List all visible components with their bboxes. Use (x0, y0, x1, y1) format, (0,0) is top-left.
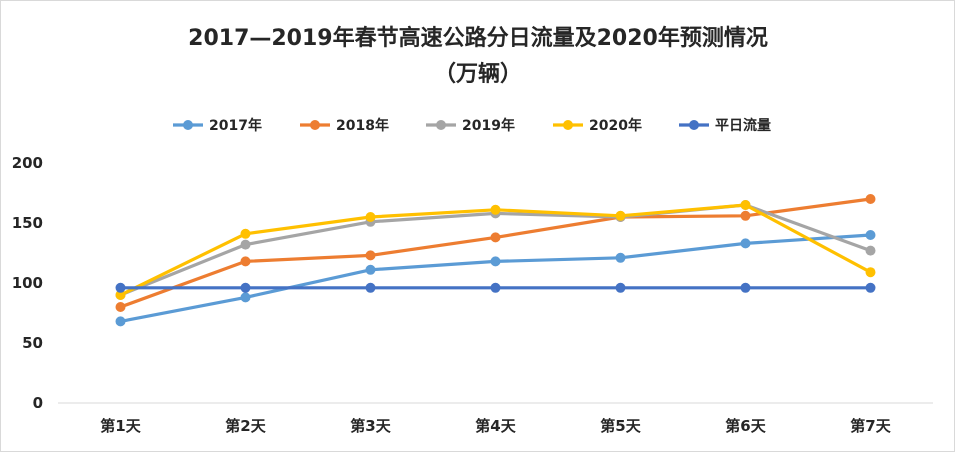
legend: 2017年 2018年 2019年 2020年 平日流量 (173, 117, 771, 134)
data-point (240, 282, 251, 293)
data-point (865, 245, 876, 256)
data-point (615, 282, 626, 293)
data-point (865, 282, 876, 293)
series-5 (115, 282, 876, 293)
series-1 (115, 230, 876, 327)
data-point (490, 204, 501, 215)
legend-item: 2017年 (173, 117, 262, 134)
data-point (615, 210, 626, 221)
chart-subtitle: （万辆） (434, 61, 522, 87)
data-point (865, 230, 876, 240)
x-tick-label: 第6天 (725, 417, 766, 435)
y-tick-label: 50 (22, 334, 43, 352)
x-tick-label: 第2天 (225, 417, 266, 435)
legend-label: 2017年 (209, 117, 262, 134)
data-point (740, 210, 751, 221)
x-tick-label: 第4天 (475, 417, 516, 435)
data-point (365, 282, 376, 293)
data-point (240, 256, 251, 267)
x-tick-label: 第5天 (600, 417, 641, 435)
data-point (115, 282, 126, 293)
legend-label: 平日流量 (715, 117, 771, 134)
series-4 (115, 200, 876, 300)
legend-item: 2020年 (553, 117, 642, 134)
data-point (615, 252, 626, 263)
legend-swatch-marker (183, 120, 193, 130)
legend-label: 2018年 (336, 117, 389, 134)
x-axis: 第1天 第2天 第3天 第4天 第5天 第6天 第7天 (58, 402, 933, 435)
data-point (865, 267, 876, 278)
legend-swatch-marker (436, 120, 446, 130)
legend-label: 2019年 (462, 117, 515, 134)
y-tick-label: 100 (12, 274, 43, 292)
x-tick-label: 第7天 (850, 417, 891, 435)
data-point (365, 250, 376, 261)
legend-item: 2019年 (426, 117, 515, 134)
legend-swatch-marker (689, 120, 699, 130)
legend-swatch-marker (563, 120, 573, 130)
data-point (490, 232, 501, 243)
plot-area (115, 194, 876, 327)
data-point (740, 238, 751, 249)
data-point (240, 239, 251, 250)
x-tick-label: 第3天 (350, 417, 391, 435)
legend-label: 2020年 (589, 117, 642, 134)
data-point (240, 228, 251, 239)
data-point (365, 264, 376, 275)
chart-title: 2017—2019年春节高速公路分日流量及2020年预测情况 (188, 25, 768, 51)
y-tick-label: 200 (12, 154, 43, 172)
series-2 (115, 194, 876, 312)
y-tick-label: 0 (33, 394, 43, 412)
data-point (115, 316, 126, 327)
data-point (365, 212, 376, 222)
legend-item: 2018年 (300, 117, 389, 134)
data-point (115, 290, 126, 300)
series-line (118, 203, 873, 297)
data-point (865, 194, 876, 204)
data-point (740, 200, 751, 210)
y-tick-label: 150 (12, 214, 43, 232)
legend-swatch-marker (310, 120, 320, 130)
data-point (490, 282, 501, 293)
data-point (490, 256, 501, 267)
data-point (240, 292, 251, 303)
data-point (740, 282, 751, 293)
legend-item: 平日流量 (679, 117, 771, 134)
data-point (115, 302, 126, 312)
y-axis: 0 50 100 150 200 (12, 154, 43, 412)
x-tick-label: 第1天 (100, 417, 141, 435)
